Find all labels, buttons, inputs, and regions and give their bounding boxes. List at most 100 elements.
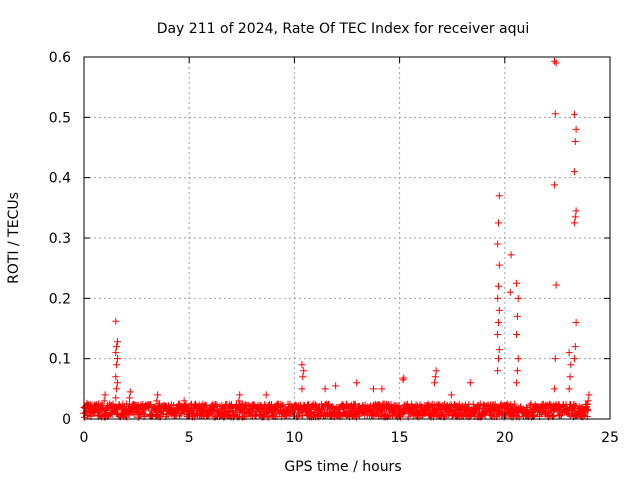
data-point-400 <box>220 405 228 413</box>
data-point-1450 <box>113 355 121 363</box>
data-point-486 <box>250 401 258 409</box>
data-point-1447 <box>113 379 121 387</box>
x-axis-label: GPS time / hours <box>284 459 401 475</box>
data-point-308 <box>187 408 195 416</box>
data-point-1504 <box>551 110 559 118</box>
data-point-1515 <box>571 213 579 221</box>
data-point-1285 <box>530 411 538 419</box>
data-point-1505 <box>552 59 560 67</box>
data-point-1496 <box>513 331 521 339</box>
data-point-1451 <box>112 349 120 357</box>
y-tick-label-5: 0.5 <box>49 110 71 126</box>
plot-frame <box>83 56 611 420</box>
data-point-1458 <box>154 391 162 399</box>
data-point-1521 <box>584 397 592 405</box>
y-tick-label-6: 0.6 <box>49 50 71 66</box>
data-point-1459 <box>180 397 188 405</box>
data-point-676 <box>316 411 324 419</box>
data-point-1475 <box>431 373 439 381</box>
data-point-422 <box>227 400 235 408</box>
data-point-1131 <box>476 400 484 408</box>
data-point-1481 <box>495 346 503 354</box>
data-point-1463 <box>298 385 306 393</box>
y-tick-label-3: 0.3 <box>49 231 71 247</box>
data-point-1473 <box>400 374 408 382</box>
grid-lines <box>84 57 610 419</box>
data-point-1466 <box>298 361 306 369</box>
data-point-776 <box>351 401 359 409</box>
data-point-277 <box>177 410 185 418</box>
data-point-1519 <box>572 125 580 133</box>
data-point-1439 <box>584 407 592 415</box>
data-point-437 <box>232 408 240 416</box>
data-point-1482 <box>494 331 502 339</box>
data-point-1484 <box>495 306 503 314</box>
x-tick-label-1: 5 <box>185 430 194 446</box>
data-point-1478 <box>466 379 474 387</box>
data-point-1493 <box>513 379 521 387</box>
data-point-1479 <box>494 367 502 375</box>
data-point-1474 <box>431 379 439 387</box>
data-point-1511 <box>570 355 578 363</box>
data-point-1470 <box>370 385 378 393</box>
data-point-1503 <box>550 181 558 189</box>
data-point-1506 <box>550 57 558 65</box>
y-tick-label-1: 0.1 <box>49 352 71 368</box>
data-point-1444 <box>101 391 109 399</box>
data-point-741 <box>339 402 347 410</box>
data-point-1518 <box>571 137 579 145</box>
data-point-1461 <box>236 391 244 399</box>
data-point-1513 <box>572 318 580 326</box>
data-point-1490 <box>495 192 503 200</box>
data-point-1491 <box>506 288 514 296</box>
data-point-1500 <box>550 385 558 393</box>
data-point-1512 <box>571 343 579 351</box>
data-point-1471 <box>378 385 386 393</box>
data-point-1464 <box>299 373 307 381</box>
data-point-882 <box>389 409 397 417</box>
data-point-1492 <box>507 251 515 259</box>
data-point-1520 <box>570 110 578 118</box>
data-point-1469 <box>353 379 361 387</box>
data-point-191 <box>146 400 154 408</box>
data-point-1455 <box>125 394 133 402</box>
data-point-1494 <box>513 367 521 375</box>
data-point-1516 <box>572 207 580 215</box>
data-point-1468 <box>332 382 340 390</box>
data-point-1522 <box>585 391 593 399</box>
data-point-1462 <box>262 391 270 399</box>
x-tick-label-3: 15 <box>391 430 409 446</box>
y-tick-label-2: 0.2 <box>49 291 71 307</box>
data-point-1517 <box>570 168 578 176</box>
data-point-1509 <box>567 361 575 369</box>
data-point-1442 <box>83 399 91 407</box>
data-point-1480 <box>494 355 502 363</box>
data-point-1497 <box>513 312 521 320</box>
y-tick-label-0: 0 <box>62 412 71 428</box>
data-point-1446 <box>113 385 121 393</box>
data-point-1487 <box>495 261 503 269</box>
data-point-1277 <box>527 400 535 408</box>
data-point-1460 <box>235 397 243 405</box>
data-point-1476 <box>432 367 440 375</box>
data-point-1485 <box>494 294 502 302</box>
data-point-1483 <box>494 318 502 326</box>
data-point-1445 <box>112 394 120 402</box>
data-point-416 <box>225 407 233 415</box>
data-point-1448 <box>112 373 120 381</box>
data-point-1502 <box>552 281 560 289</box>
data-point-1501 <box>551 355 559 363</box>
x-tick-label-0: 0 <box>80 430 89 446</box>
data-point-1274 <box>526 401 534 409</box>
x-tick-label-5: 25 <box>601 430 619 446</box>
data-point-1508 <box>566 373 574 381</box>
data-point-1428 <box>580 412 588 420</box>
data-point-68 <box>103 407 111 415</box>
axis-ticks: 0 5 10 15 20 25 0 0.1 0.2 0.3 0.4 0.5 0.6 <box>49 50 619 446</box>
x-tick-label-2: 10 <box>285 430 303 446</box>
data-point-1218 <box>507 401 515 409</box>
data-point-568 <box>278 401 286 409</box>
data-point-1443 <box>100 397 108 405</box>
